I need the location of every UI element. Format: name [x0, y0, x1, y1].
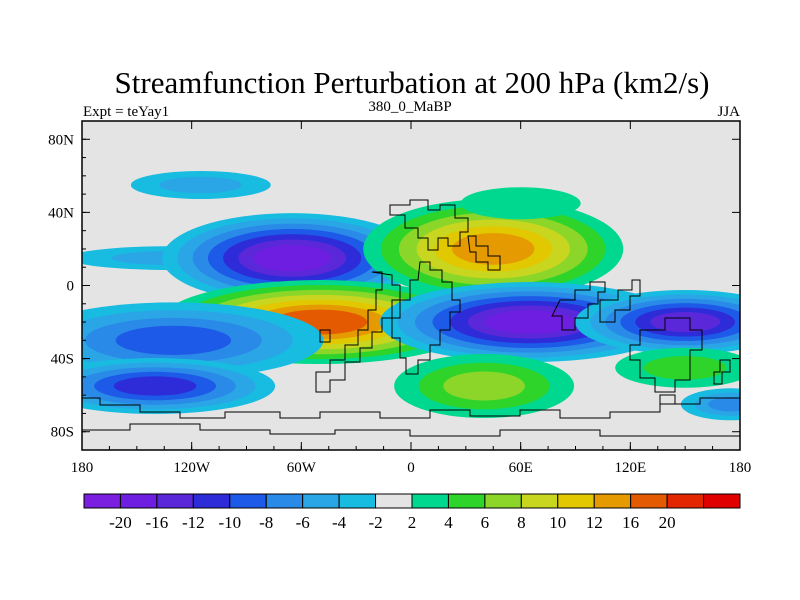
coastline-asia [467, 235, 501, 271]
x-tick-label: 120E [614, 460, 646, 476]
coastline-mesoamerica [319, 329, 331, 343]
colorbar-swatch [630, 493, 668, 509]
y-tick-label: 40N [48, 205, 74, 221]
colorbar-swatch [484, 493, 522, 509]
contour-band [253, 244, 331, 272]
contour-asian-jet [460, 187, 581, 220]
colorbar-label: -16 [146, 513, 169, 532]
contour-north-american-trough [162, 213, 423, 304]
contour-southern-indian-high [394, 354, 575, 419]
colorbar-swatch [156, 493, 194, 509]
colorbar-label: 4 [444, 513, 453, 532]
coastline-australia [629, 317, 703, 393]
coastlines [82, 199, 740, 437]
contour-band [485, 310, 575, 334]
colorbar-swatch [447, 493, 486, 509]
colorbar-label: -10 [218, 513, 241, 532]
coastline-antarctic-peninsula [659, 394, 676, 405]
colorbar-label: -6 [296, 513, 310, 532]
contour-afro-asian-high [363, 198, 624, 299]
colorbar-swatch [411, 493, 449, 509]
colorbar-swatch [375, 493, 413, 509]
colorbar-label: 20 [659, 513, 676, 532]
colorbar-label: 12 [586, 513, 603, 532]
chart-subtitle-left: Expt = teYay1 [83, 104, 169, 120]
x-tick-label: 0 [407, 460, 415, 476]
chart-subtitle-right: JJA [717, 104, 740, 120]
coastline-new-zealand [713, 359, 731, 385]
colorbar-label: 10 [549, 513, 566, 532]
colorbar-swatch [593, 493, 632, 509]
y-tick-label: 0 [67, 279, 75, 295]
colorbar-swatch [192, 493, 231, 509]
contour-band [443, 371, 525, 401]
colorbar-swatch [703, 493, 741, 509]
colorbar-label: 2 [408, 513, 417, 532]
x-tick-label: 180 [729, 460, 752, 476]
contour-band [643, 355, 727, 380]
colorbar-label: -20 [109, 513, 132, 532]
colorbar-label: 6 [481, 513, 490, 532]
y-tick-label: 40S [51, 352, 74, 368]
colorbar-label: -4 [332, 513, 347, 532]
x-tick-label: 120W [173, 460, 211, 476]
contour-band [650, 311, 721, 333]
colorbar-label: 8 [517, 513, 526, 532]
contour-band [460, 187, 581, 220]
contour-south-pacific-trough [82, 302, 324, 379]
colorbar-label: -8 [259, 513, 273, 532]
colorbar-swatch [520, 493, 559, 509]
contour-north-pacific-high [130, 170, 271, 199]
colorbar-swatch [338, 493, 377, 509]
coastline-south-america [315, 271, 401, 393]
colorbar-swatch [666, 493, 705, 509]
colorbar-swatch [557, 493, 595, 509]
contour-band [452, 233, 535, 265]
colorbar: -20 -16 -12 -10 -8 -6 -4 -2 2 4 6 8 10 12 16 20 [83, 493, 741, 532]
colorbar-label: -12 [182, 513, 205, 532]
colorbar-swatch [265, 493, 304, 509]
y-tick-label: 80N [48, 132, 74, 148]
colorbar-swatch [119, 493, 158, 509]
coastline-maritime-continent [599, 279, 641, 323]
x-tick-label: 60E [509, 460, 533, 476]
x-tick-label: 60W [287, 460, 317, 476]
coastline-africa [391, 261, 461, 375]
colorbar-swatch [302, 493, 340, 509]
contour-southern-trough [82, 358, 276, 415]
colorbar-swatch [229, 493, 267, 509]
chart-title: Streamfunction Perturbation at 200 hPa (… [115, 65, 710, 100]
colorbar-label: 16 [622, 513, 639, 532]
x-tick-label: 180 [71, 460, 94, 476]
contour-band [708, 397, 740, 412]
contour-band [159, 176, 243, 194]
coastline-antarctica-inner [82, 423, 740, 437]
coastline-europe [389, 199, 469, 251]
contour-band [113, 376, 197, 396]
coastline-antarctica [82, 397, 740, 419]
plot-area [81, 120, 741, 451]
contour-band [115, 325, 232, 355]
x-axis: 180 120W 60W 0 60E 120E 180 [71, 121, 752, 476]
contour-australian-high [615, 347, 740, 388]
y-tick-label: 80S [51, 425, 74, 441]
colorbar-label: -2 [368, 513, 382, 532]
chart-subtitle-center: 380_0_MaBP [368, 99, 451, 115]
y-axis: 80N 40N 0 40S 80S [48, 120, 740, 451]
colorbar-swatch [83, 493, 121, 509]
coastline-southeast-asia [551, 281, 606, 331]
